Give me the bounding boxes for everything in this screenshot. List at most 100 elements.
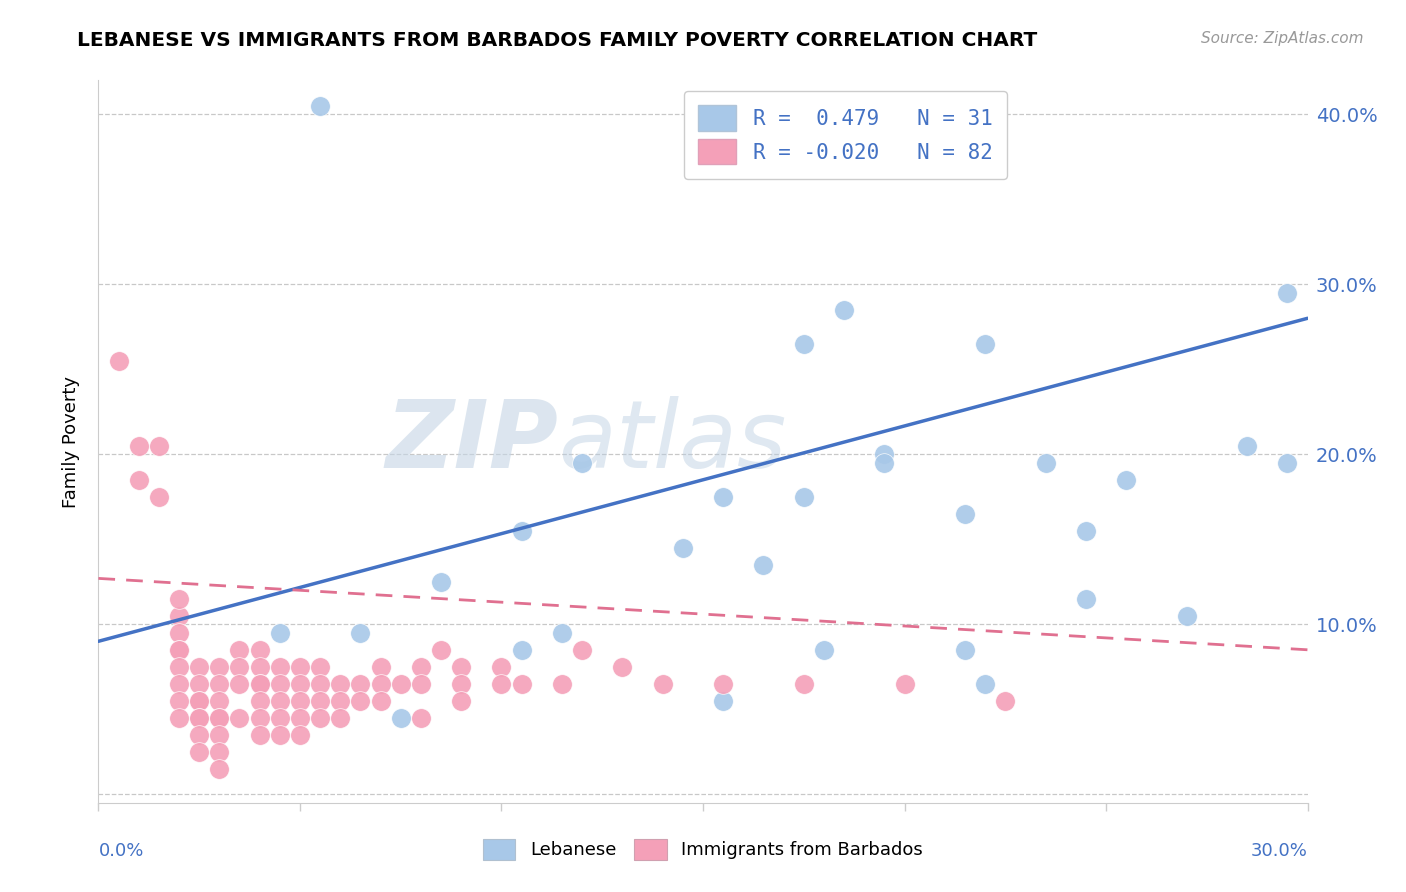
Point — [269, 677, 291, 691]
Point — [167, 660, 190, 674]
Point — [228, 642, 250, 657]
Point — [269, 711, 291, 725]
Point — [288, 728, 311, 742]
Y-axis label: Family Poverty: Family Poverty — [62, 376, 80, 508]
Point — [1074, 591, 1097, 606]
Point — [752, 558, 775, 572]
Point — [1236, 439, 1258, 453]
Point — [167, 642, 190, 657]
Legend: R =  0.479   N = 31, R = -0.020   N = 82: R = 0.479 N = 31, R = -0.020 N = 82 — [683, 91, 1007, 179]
Point — [208, 762, 231, 776]
Point — [309, 99, 332, 113]
Point — [249, 677, 271, 691]
Text: atlas: atlas — [558, 396, 786, 487]
Point — [167, 694, 190, 708]
Point — [269, 625, 291, 640]
Point — [510, 677, 533, 691]
Point — [128, 473, 150, 487]
Point — [249, 694, 271, 708]
Point — [612, 660, 634, 674]
Text: 0.0%: 0.0% — [98, 842, 143, 860]
Point — [188, 745, 211, 759]
Point — [329, 677, 352, 691]
Point — [188, 677, 211, 691]
Point — [571, 456, 593, 470]
Point — [249, 711, 271, 725]
Point — [148, 490, 170, 504]
Point — [208, 711, 231, 725]
Point — [510, 524, 533, 538]
Point — [1277, 285, 1299, 300]
Point — [309, 694, 332, 708]
Point — [409, 677, 432, 691]
Point — [349, 625, 371, 640]
Point — [1277, 456, 1299, 470]
Point — [450, 694, 472, 708]
Point — [249, 660, 271, 674]
Point — [370, 677, 392, 691]
Point — [188, 711, 211, 725]
Point — [208, 711, 231, 725]
Point — [288, 694, 311, 708]
Point — [309, 711, 332, 725]
Point — [873, 456, 896, 470]
Point — [249, 642, 271, 657]
Point — [188, 694, 211, 708]
Point — [309, 677, 332, 691]
Point — [389, 711, 412, 725]
Point — [167, 625, 190, 640]
Point — [1074, 524, 1097, 538]
Point — [188, 694, 211, 708]
Point — [491, 677, 513, 691]
Point — [430, 574, 453, 589]
Point — [167, 711, 190, 725]
Point — [208, 660, 231, 674]
Point — [288, 677, 311, 691]
Point — [893, 677, 915, 691]
Point — [309, 660, 332, 674]
Text: ZIP: ZIP — [385, 395, 558, 488]
Point — [450, 660, 472, 674]
Point — [208, 728, 231, 742]
Point — [832, 302, 855, 317]
Point — [793, 336, 815, 351]
Legend: Lebanese, Immigrants from Barbados: Lebanese, Immigrants from Barbados — [475, 831, 931, 867]
Point — [974, 336, 997, 351]
Point — [409, 711, 432, 725]
Point — [1175, 608, 1198, 623]
Point — [510, 642, 533, 657]
Point — [873, 447, 896, 461]
Point — [370, 660, 392, 674]
Point — [389, 677, 412, 691]
Point — [167, 642, 190, 657]
Point — [269, 728, 291, 742]
Point — [974, 677, 997, 691]
Point — [551, 677, 574, 691]
Point — [349, 677, 371, 691]
Point — [249, 728, 271, 742]
Point — [672, 541, 695, 555]
Point — [249, 677, 271, 691]
Point — [571, 642, 593, 657]
Point — [288, 711, 311, 725]
Point — [1035, 456, 1057, 470]
Point — [953, 507, 976, 521]
Point — [711, 677, 734, 691]
Text: Source: ZipAtlas.com: Source: ZipAtlas.com — [1201, 31, 1364, 46]
Point — [711, 490, 734, 504]
Point — [651, 677, 673, 691]
Point — [1115, 473, 1137, 487]
Point — [208, 745, 231, 759]
Point — [711, 694, 734, 708]
Point — [228, 677, 250, 691]
Point — [269, 694, 291, 708]
Point — [167, 608, 190, 623]
Point — [107, 353, 129, 368]
Point — [370, 694, 392, 708]
Point — [329, 711, 352, 725]
Point — [953, 642, 976, 657]
Point — [450, 677, 472, 691]
Point — [167, 591, 190, 606]
Point — [208, 694, 231, 708]
Point — [793, 490, 815, 504]
